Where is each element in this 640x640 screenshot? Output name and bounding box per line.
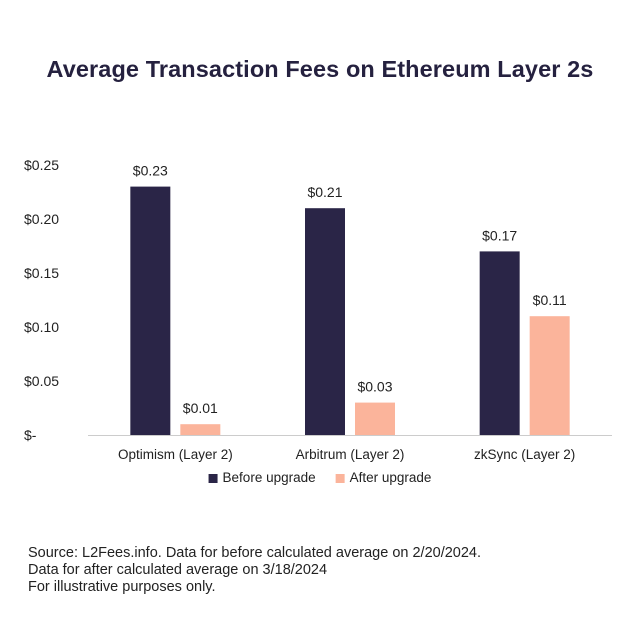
bar-group: $0.23 $0.01 $0.21 $0.03 $0.17 $0.11 [130,163,570,435]
y-tick-label: $- [24,427,37,443]
data-label: $0.23 [133,163,168,179]
bar-after-upgrade [355,402,395,435]
legend-swatch [208,474,218,483]
y-tick-label: $0.05 [24,373,59,389]
legend: Before upgrade After upgrade [208,470,432,485]
x-tick-label: Optimism (Layer 2) [118,447,233,462]
source-line-3: For illustrative purposes only. [28,579,216,595]
data-label: $0.21 [307,184,342,200]
source-note: Source: L2Fees.info. Data for before cal… [28,545,481,596]
data-label: $0.01 [183,400,218,416]
y-tick-label: $0.10 [24,319,59,335]
data-label: $0.17 [482,227,517,243]
y-axis: $- $0.05 $0.10 $0.15 $0.20 $0.25 [24,157,59,443]
legend-item-after-upgrade: After upgrade [335,470,432,485]
bar-after-upgrade [180,424,221,435]
legend-swatch [335,474,345,483]
y-tick-label: $0.15 [24,265,59,281]
y-tick-label: $0.25 [24,157,59,173]
source-line-2: Data for after calculated average on 3/1… [28,562,328,578]
source-line-1: Source: L2Fees.info. Data for before cal… [28,545,482,561]
bar-after-upgrade [529,316,570,435]
x-axis: Optimism (Layer 2) Arbitrum (Layer 2) zkSy… [118,447,575,462]
data-label: $0.11 [533,292,567,308]
legend-item-before-upgrade: Before upgrade [208,470,316,485]
y-tick-label: $0.20 [24,211,59,227]
legend-label: Before upgrade [223,470,316,485]
chart-title: Average Transaction Fees on Ethereum Lay… [46,56,594,82]
bar-before-upgrade [479,251,520,435]
x-tick-label: Arbitrum (Layer 2) [296,447,405,462]
legend-label: After upgrade [350,470,432,485]
bar-before-upgrade [130,186,171,435]
bar-before-upgrade [305,208,345,435]
x-tick-label: zkSync (Layer 2) [474,447,575,462]
data-label: $0.03 [357,379,392,395]
